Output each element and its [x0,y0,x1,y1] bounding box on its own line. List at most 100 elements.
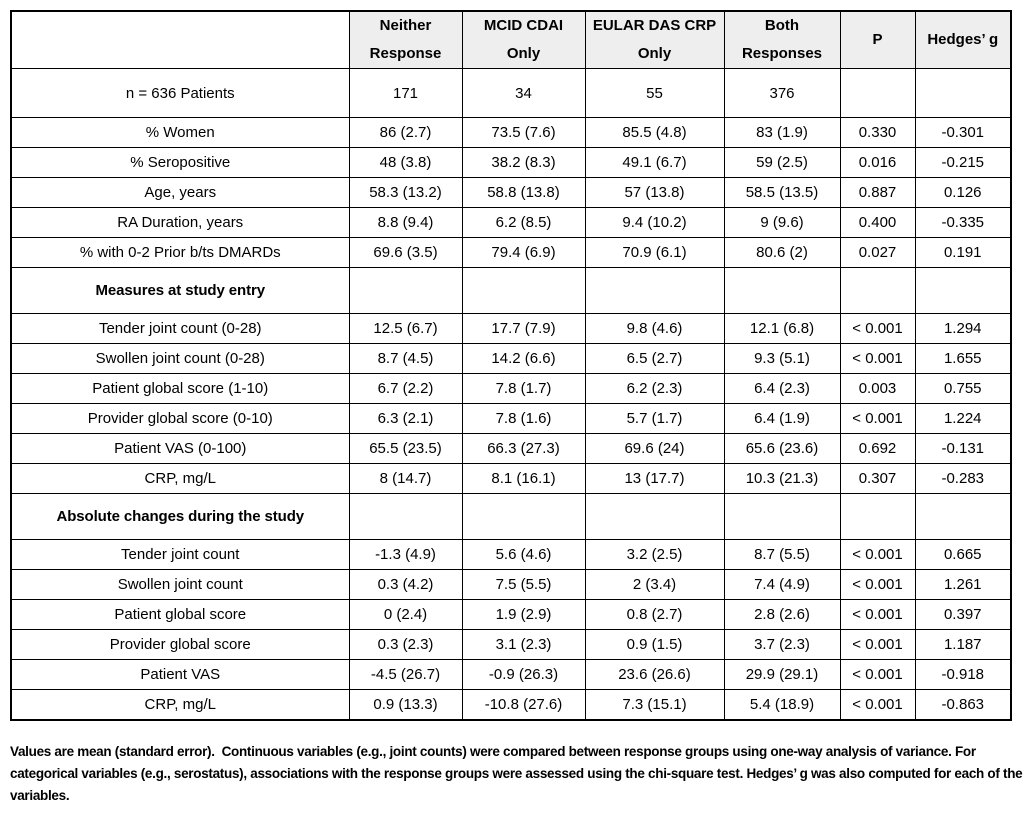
cell-p: 0.400 [839,207,916,238]
cell-value: 80.6 (2) [723,237,841,268]
row-label: Swollen joint count (0-28) [10,343,350,374]
cell-hedges-g: 1.261 [914,569,1012,600]
cell-empty [723,493,841,540]
row-label: % Women [10,117,350,148]
cell-value: 7.4 (4.9) [723,569,841,600]
cell-value: 7.8 (1.7) [461,373,586,404]
cell-p: 0.330 [839,117,916,148]
cell-p: < 0.001 [839,403,916,434]
cell-p: 0.003 [839,373,916,404]
cell-value: 57 (13.8) [584,177,725,208]
cell-p: 0.027 [839,237,916,268]
cell-p: 0.016 [839,147,916,178]
table-row-patient-vas-change: Patient VAS -4.5 (26.7) -0.9 (26.3) 23.6… [10,659,1012,690]
cell-value: 376 [723,68,841,118]
cell-value: 73.5 (7.6) [461,117,586,148]
cell-value: 23.6 (26.6) [584,659,725,690]
section-row-absolute-changes: Absolute changes during the study [10,493,1012,540]
header-line2: Only [637,45,672,62]
table-row-patient-vas-entry: Patient VAS (0-100) 65.5 (23.5) 66.3 (27… [10,433,1012,464]
page: Neither Response MCID CDAI Only EULAR DA… [10,10,1023,803]
table-row-n-patients: n = 636 Patients 171 34 55 376 [10,68,1012,118]
cell-value: 7.8 (1.6) [461,403,586,434]
cell-value: 66.3 (27.3) [461,433,586,464]
response-groups-table: Neither Response MCID CDAI Only EULAR DA… [10,10,1012,721]
cell-p: 0.307 [839,463,916,494]
row-label: RA Duration, years [10,207,350,238]
table-body: n = 636 Patients 171 34 55 376 % Women 8… [10,68,1012,720]
cell-value: 2.8 (2.6) [723,599,841,630]
cell-p: < 0.001 [839,313,916,344]
table-row-crp-change: CRP, mg/L 0.9 (13.3) -10.8 (27.6) 7.3 (1… [10,689,1012,720]
cell-value: 58.3 (13.2) [348,177,463,208]
cell-value: 6.5 (2.7) [584,343,725,374]
cell-hedges-g: 0.126 [914,177,1012,208]
cell-empty [348,493,463,540]
column-header-both-responses: Both Responses [723,10,841,69]
row-label: Patient global score (1-10) [10,373,350,404]
cell-hedges-g: 0.397 [914,599,1012,630]
cell-value: 6.3 (2.1) [348,403,463,434]
cell-p: 0.692 [839,433,916,464]
cell-hedges-g: -0.301 [914,117,1012,148]
cell-value: 9.8 (4.6) [584,313,725,344]
cell-value: 8 (14.7) [348,463,463,494]
section-label: Measures at study entry [10,267,350,314]
table-row-tender-joint-change: Tender joint count -1.3 (4.9) 5.6 (4.6) … [10,539,1012,570]
cell-value: 6.2 (2.3) [584,373,725,404]
column-header-blank [10,10,350,69]
header-line1: P [872,31,883,48]
section-row-measures-at-study-entry: Measures at study entry [10,267,1012,314]
table-row-crp-entry: CRP, mg/L 8 (14.7) 8.1 (16.1) 13 (17.7) … [10,463,1012,494]
table-row-swollen-joint-entry: Swollen joint count (0-28) 8.7 (4.5) 14.… [10,343,1012,374]
cell-value: 49.1 (6.7) [584,147,725,178]
table-row-patient-global-entry: Patient global score (1-10) 6.7 (2.2) 7.… [10,373,1012,404]
cell-value: 0.3 (4.2) [348,569,463,600]
cell-value: 14.2 (6.6) [461,343,586,374]
cell-hedges-g [914,68,1012,118]
cell-empty [348,267,463,314]
row-label: % with 0-2 Prior b/ts DMARDs [10,237,350,268]
column-header-hedges-g: Hedges’ g [914,10,1012,69]
cell-hedges-g: 1.655 [914,343,1012,374]
table-row-provider-global-change: Provider global score 0.3 (2.3) 3.1 (2.3… [10,629,1012,660]
header-line2: Responses [741,45,823,62]
header-line1: Both [764,17,800,34]
row-label: % Seropositive [10,147,350,178]
table-row-patient-global-change: Patient global score 0 (2.4) 1.9 (2.9) 0… [10,599,1012,630]
cell-value: 5.7 (1.7) [584,403,725,434]
cell-value: 65.6 (23.6) [723,433,841,464]
table-row-pct-seropositive: % Seropositive 48 (3.8) 38.2 (8.3) 49.1 … [10,147,1012,178]
cell-value: -1.3 (4.9) [348,539,463,570]
cell-value: 171 [348,68,463,118]
cell-p: < 0.001 [839,689,916,720]
cell-value: 5.6 (4.6) [461,539,586,570]
cell-value: 65.5 (23.5) [348,433,463,464]
cell-value: 79.4 (6.9) [461,237,586,268]
cell-value: 38.2 (8.3) [461,147,586,178]
cell-hedges-g: 0.665 [914,539,1012,570]
cell-hedges-g: -0.918 [914,659,1012,690]
cell-p: < 0.001 [839,659,916,690]
row-label: Tender joint count [10,539,350,570]
header-row: Neither Response MCID CDAI Only EULAR DA… [10,10,1012,69]
cell-value: 10.3 (21.3) [723,463,841,494]
row-label: CRP, mg/L [10,689,350,720]
cell-value: 34 [461,68,586,118]
header-line2: Only [506,45,541,62]
column-header-neither-response: Neither Response [348,10,463,69]
row-label: n = 636 Patients [10,68,350,118]
cell-value: 9.3 (5.1) [723,343,841,374]
cell-value: -4.5 (26.7) [348,659,463,690]
header-line1: Neither [379,17,432,34]
cell-value: 7.5 (5.5) [461,569,586,600]
cell-hedges-g: -0.863 [914,689,1012,720]
table-row-swollen-joint-change: Swollen joint count 0.3 (4.2) 7.5 (5.5) … [10,569,1012,600]
header-line1: Hedges’ g [927,31,999,48]
cell-empty [584,493,725,540]
cell-empty [914,267,1012,314]
cell-p [839,68,916,118]
cell-value: 85.5 (4.8) [584,117,725,148]
section-label: Absolute changes during the study [10,493,350,540]
cell-value: 8.1 (16.1) [461,463,586,494]
